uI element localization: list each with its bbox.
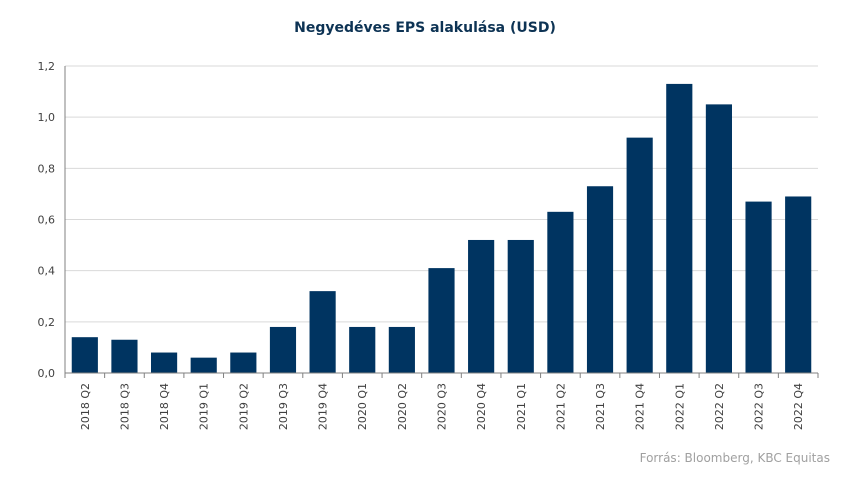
x-tick-label: 2020 Q3 <box>436 383 449 430</box>
x-tick-label: 2021 Q2 <box>554 383 567 430</box>
x-tick-label: 2021 Q4 <box>634 383 647 430</box>
x-tick-label: 2018 Q2 <box>79 383 92 430</box>
y-tick-label: 0,4 <box>38 265 56 278</box>
bar <box>745 201 772 373</box>
bar <box>190 357 217 373</box>
bar <box>230 352 257 373</box>
x-tick-label: 2019 Q3 <box>277 383 290 430</box>
x-tick-label: 2019 Q2 <box>237 383 250 430</box>
axes <box>64 66 819 378</box>
x-tick-label: 2019 Q4 <box>317 383 330 430</box>
bar <box>349 326 376 373</box>
bar <box>507 239 534 373</box>
bar <box>388 326 415 373</box>
bar <box>586 186 614 373</box>
bar <box>785 196 812 373</box>
x-tick-label: 2020 Q4 <box>475 383 488 430</box>
x-tick-labels: 2018 Q2 2018 Q3 2018 Q4 2019 Q1 2019 Q2 2019 … <box>79 383 805 430</box>
bar <box>666 83 693 374</box>
bar <box>705 104 732 373</box>
x-tick-label: 2019 Q1 <box>198 383 211 430</box>
bar <box>71 337 98 373</box>
x-tick-label: 2020 Q2 <box>396 383 409 430</box>
bar <box>468 239 495 373</box>
x-tick-label: 2022 Q4 <box>792 383 805 430</box>
bar <box>269 326 297 373</box>
bar <box>309 291 336 373</box>
x-tick-label: 2021 Q3 <box>594 383 607 430</box>
x-tick-label: 2022 Q2 <box>713 383 726 430</box>
bar <box>626 137 653 373</box>
x-tick-label: 2022 Q3 <box>753 383 766 430</box>
bar <box>428 268 455 373</box>
y-tick-labels: 0,0 0,2 0,4 0,6 0,8 1,0 1,2 <box>38 60 56 380</box>
bars <box>71 83 812 374</box>
bar <box>547 211 574 373</box>
x-tick-label: 2021 Q1 <box>515 383 528 430</box>
source-note: Forrás: Bloomberg, KBC Equitas <box>639 451 830 465</box>
y-tick-label: 0,8 <box>38 162 56 175</box>
x-tick-label: 2022 Q1 <box>673 383 686 430</box>
x-tick-label: 2020 Q1 <box>356 383 369 430</box>
y-tick-label: 0,6 <box>38 214 56 227</box>
y-tick-label: 1,0 <box>38 111 56 124</box>
bar <box>111 339 138 373</box>
bar <box>151 352 178 373</box>
x-tick-label: 2018 Q4 <box>158 383 171 430</box>
y-tick-label: 1,2 <box>38 60 56 73</box>
x-tick-label: 2018 Q3 <box>118 383 131 430</box>
y-tick-label: 0,2 <box>38 316 56 329</box>
y-tick-label: 0,0 <box>38 367 56 380</box>
chart-title: Negyedéves EPS alakulása (USD) <box>294 20 556 36</box>
